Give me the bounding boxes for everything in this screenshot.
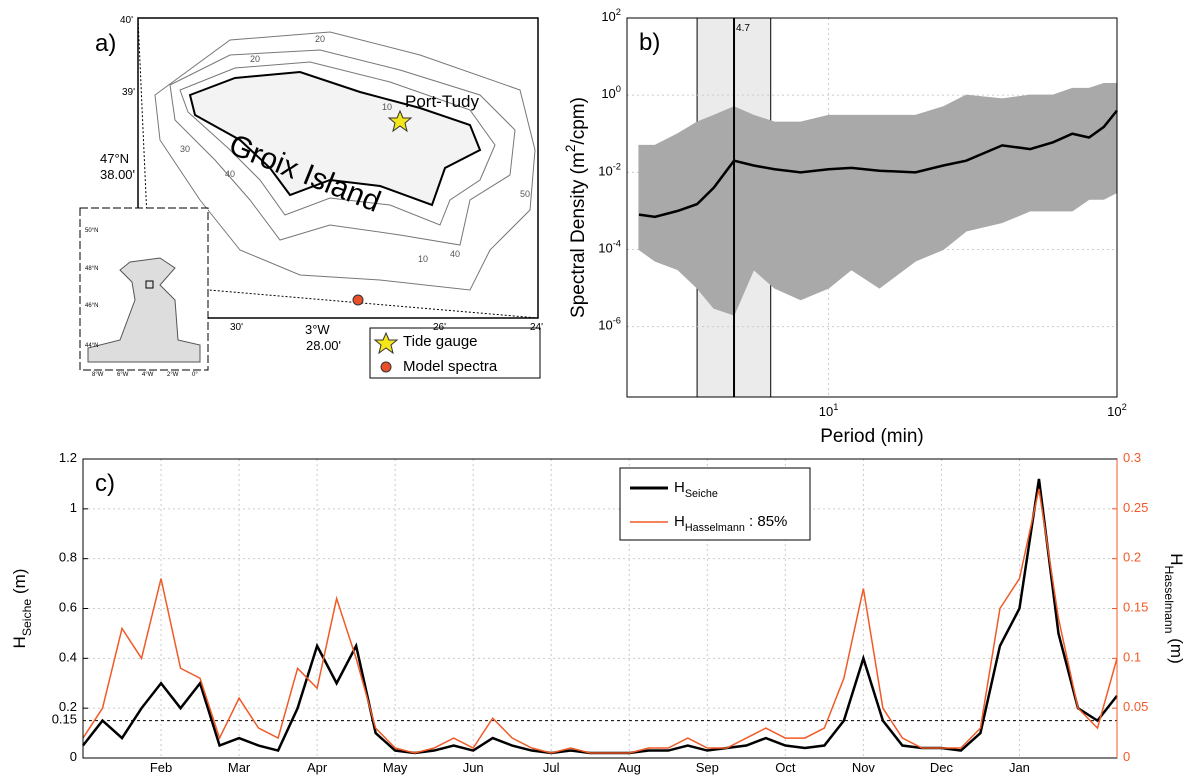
legend-label: Model spectra (403, 358, 498, 375)
y2-tick-label: 0.1 (1123, 650, 1141, 665)
x-tick-label: Jul (543, 760, 560, 775)
y-tick-label: 0.8 (59, 550, 77, 565)
inset-tick: 50°N (85, 228, 98, 234)
inset-land (87, 257, 201, 363)
inset-tick: 8°W (92, 372, 104, 378)
zoom-line (149, 284, 539, 319)
y-tick-label: 10-2 (598, 162, 621, 179)
legend (619, 467, 811, 541)
tide-gauge (387, 109, 413, 133)
lat-tick: 40' (120, 15, 133, 26)
y2-tick-label: 0.25 (1123, 500, 1148, 515)
series-line (82, 488, 1118, 754)
y-tick-label: 1.2 (59, 450, 77, 465)
contour-label: 20 (315, 34, 325, 44)
lon-label: 3°W (305, 322, 330, 337)
contour-label: 20 (250, 54, 260, 64)
legend-label: HSeiche (674, 479, 718, 500)
threshold-label: 0.15 (52, 712, 77, 727)
x-tick-label: Nov (852, 760, 876, 775)
contour (154, 31, 536, 291)
lat-label: 38.00' (100, 167, 135, 182)
inset-tick: 48°N (85, 266, 98, 272)
x-tick-label: Jun (463, 760, 484, 775)
y2-axis-label: HHasselmann (m) (1162, 553, 1186, 664)
lat-tick: 39' (122, 87, 135, 98)
legend-label: HHasselmann : 85% (674, 513, 787, 534)
y-axis-label: Spectral Density (m2/cpm) (563, 97, 589, 318)
map-legend (369, 327, 541, 379)
contour-label: 30 (180, 144, 190, 154)
panel-label: b) (639, 29, 660, 56)
legend-dot (380, 361, 392, 373)
x-tick-label: Aug (618, 760, 641, 775)
lon-tick: 24' (530, 322, 543, 333)
map-panel (79, 17, 541, 379)
model-point (352, 294, 364, 306)
x-tick-label: 101 (819, 402, 839, 419)
lat-label: 47°N (100, 151, 129, 166)
inset-tick: 6°W (117, 372, 129, 378)
x-tick-label: May (383, 760, 408, 775)
y-tick-label: 100 (601, 85, 621, 102)
inset-tick: 0° (192, 372, 198, 378)
inset-tick: 2°W (167, 372, 179, 378)
x-axis-label: Period (min) (820, 426, 923, 447)
lon-tick: 30' (230, 322, 243, 333)
inset-tick: 46°N (85, 303, 98, 309)
x-tick-label: Jan (1009, 760, 1030, 775)
y2-tick-label: 0.2 (1123, 550, 1141, 565)
lon-tick: 26' (433, 322, 446, 333)
inset-box (145, 280, 154, 289)
y2-tick-label: 0.3 (1123, 450, 1141, 465)
y-axis-label: HSeiche (m) (10, 569, 34, 649)
x-tick-label: Dec (930, 760, 954, 775)
inset-tick: 4°W (142, 372, 154, 378)
x-tick-label: Oct (775, 760, 796, 775)
x-tick-label: 102 (1107, 402, 1127, 419)
place-label: Port-Tudy (405, 92, 480, 111)
contour-label: 50 (520, 189, 530, 199)
panel-label: c) (95, 470, 115, 497)
x-tick-label: Sep (696, 760, 719, 775)
contour-label: 10 (418, 254, 428, 264)
contour (179, 61, 496, 226)
y-tick-label: 10-4 (598, 239, 621, 256)
x-tick-label: Feb (150, 760, 172, 775)
spectrum-line (638, 109, 1118, 219)
legend-label: Tide gauge (403, 333, 478, 350)
x-tick-label: Mar (228, 760, 251, 775)
island (188, 70, 482, 207)
inset-tick: 44°N (85, 343, 98, 349)
lon-label: 28.00' (306, 338, 341, 353)
contour-label: 10 (382, 102, 392, 112)
marker-label: 4.7 (736, 23, 750, 34)
contour-label: 40 (225, 169, 235, 179)
y-tick-label: 0 (70, 749, 77, 764)
y2-tick-label: 0.15 (1123, 600, 1148, 615)
y2-tick-label: 0.05 (1123, 700, 1148, 715)
y-tick-label: 0.2 (59, 700, 77, 715)
y-tick-label: 102 (601, 7, 621, 24)
contour (169, 49, 516, 246)
y-tick-label: 1 (70, 500, 77, 515)
y2-tick-label: 0 (1123, 749, 1130, 764)
legend-star (373, 331, 399, 355)
contour-label: 40 (450, 249, 460, 259)
y-tick-label: 10-6 (598, 316, 621, 333)
panel-label: a) (95, 30, 116, 57)
y-tick-label: 0.6 (59, 600, 77, 615)
plot-frame (626, 17, 1118, 398)
y-tick-label: 0.4 (59, 650, 77, 665)
x-tick-label: Apr (307, 760, 328, 775)
